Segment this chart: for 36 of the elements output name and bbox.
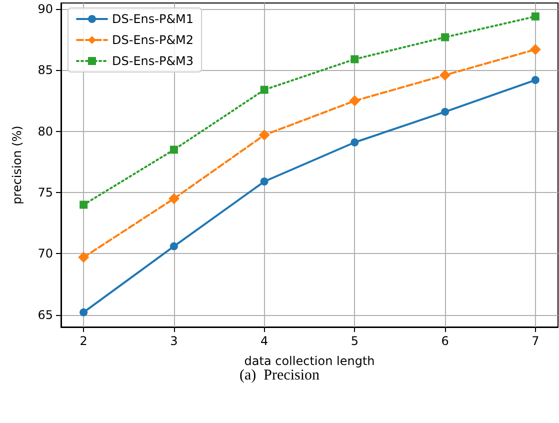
point (170, 146, 178, 154)
point (80, 200, 88, 209)
x-tick-label: 5 (350, 334, 358, 348)
y-tick-label: 80 (38, 124, 53, 138)
x-tick-label: 3 (170, 334, 178, 348)
point (531, 12, 540, 20)
text: (a) Precision (240, 368, 320, 384)
x-axis-title: data collection length (244, 354, 375, 368)
legend-label: DS-Ens-P&M1 (112, 12, 194, 26)
point (441, 108, 450, 116)
point (350, 55, 359, 64)
x-tick-label: 2 (80, 334, 88, 348)
point (260, 178, 268, 186)
point (260, 86, 268, 94)
point (80, 308, 88, 316)
y-tick-label: 65 (38, 308, 53, 322)
point (530, 44, 541, 55)
point (441, 33, 450, 42)
point (349, 95, 360, 106)
point (440, 70, 451, 81)
x-tick-label: 7 (532, 334, 540, 348)
x-tick-label: 6 (441, 334, 449, 348)
legend-label: DS-Ens-P&M3 (112, 54, 194, 68)
x-tick-label: 4 (260, 334, 268, 348)
point (170, 242, 178, 250)
point (168, 193, 180, 204)
point (78, 252, 90, 263)
y-tick-label: 75 (38, 186, 53, 200)
y-tick-label: 90 (38, 2, 53, 16)
y-tick-label: 85 (38, 63, 53, 78)
y-tick-label: 70 (38, 246, 53, 261)
point (531, 76, 540, 84)
y-axis-title: precision (%) (10, 126, 24, 204)
point (258, 130, 270, 141)
legend-label: DS-Ens-P&M2 (112, 33, 194, 47)
point (350, 138, 359, 146)
